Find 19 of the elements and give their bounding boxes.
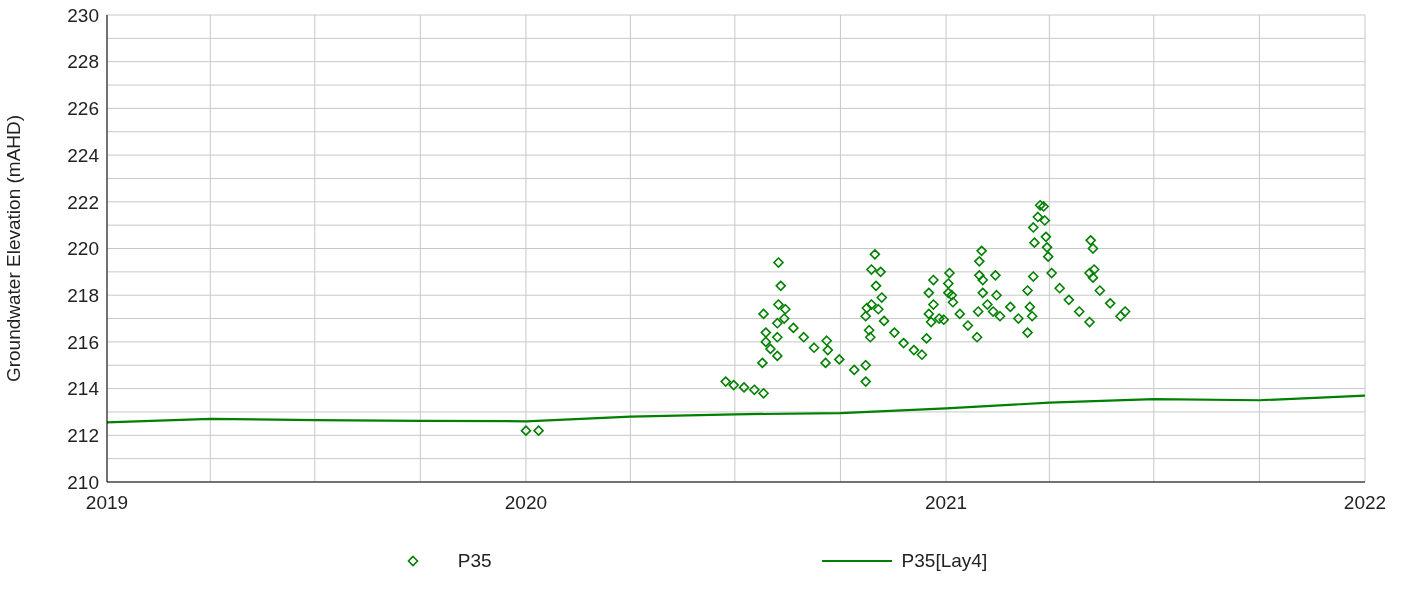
y-tick-label: 220 [67, 238, 99, 260]
y-axis-title: Groundwater Elevation (mAHD) [2, 114, 24, 383]
y-tick-label: 216 [67, 331, 99, 353]
y-tick-label: 218 [67, 284, 99, 306]
y-tick-label: 230 [67, 4, 99, 26]
x-tick-label: 2020 [504, 492, 548, 514]
y-tick-label: 212 [67, 425, 99, 447]
line-series [107, 394, 1365, 424]
y-tick-label: 228 [67, 51, 99, 73]
legend-label: P35[Lay4] [901, 550, 988, 572]
y-tick-label: 210 [67, 471, 99, 493]
y-tick-label: 224 [67, 144, 100, 166]
x-tick-label: 2022 [1343, 492, 1387, 514]
y-tick-label: 214 [67, 378, 100, 400]
x-tick-label: 2021 [924, 492, 968, 514]
y-tick-label: 226 [67, 98, 99, 120]
legend-label: P35 [457, 550, 492, 572]
x-tick-label: 2019 [85, 492, 129, 514]
y-tick-label: 222 [67, 191, 99, 213]
